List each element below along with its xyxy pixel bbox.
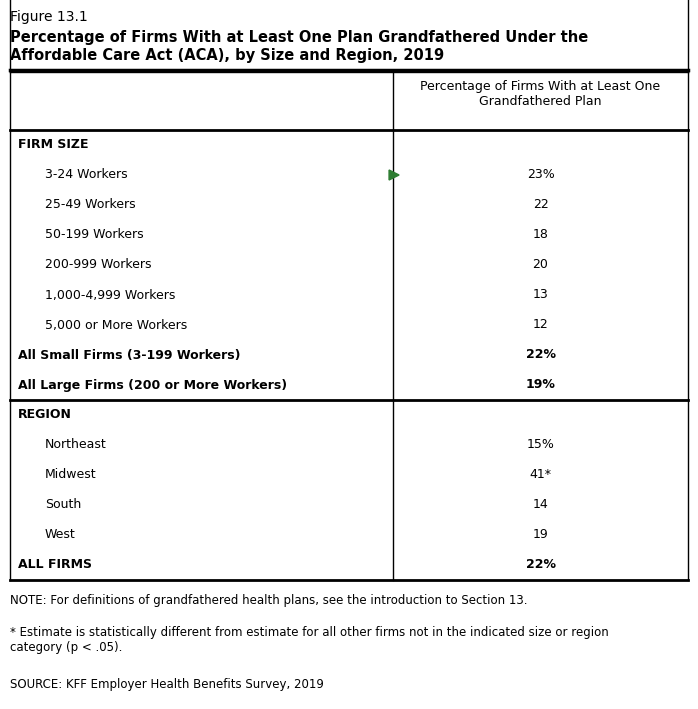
Text: 15%: 15% [526, 438, 554, 452]
Text: * Estimate is statistically different from estimate for all other firms not in t: * Estimate is statistically different fr… [10, 626, 609, 654]
Text: Figure 13.1: Figure 13.1 [10, 10, 88, 24]
Text: South: South [45, 498, 81, 511]
Text: 41*: 41* [530, 469, 551, 481]
Text: Affordable Care Act (ACA), by Size and Region, 2019: Affordable Care Act (ACA), by Size and R… [10, 48, 444, 63]
Text: Northeast: Northeast [45, 438, 107, 452]
Text: Midwest: Midwest [45, 469, 96, 481]
Text: 5,000 or More Workers: 5,000 or More Workers [45, 318, 187, 332]
Text: 23%: 23% [527, 169, 554, 182]
Text: 14: 14 [533, 498, 549, 511]
Text: REGION: REGION [18, 408, 72, 421]
Text: 19%: 19% [526, 379, 556, 391]
Text: 50-199 Workers: 50-199 Workers [45, 228, 144, 242]
Text: Percentage of Firms With at Least One
Grandfathered Plan: Percentage of Firms With at Least One Gr… [420, 80, 660, 108]
Text: 12: 12 [533, 318, 549, 332]
Text: NOTE: For definitions of grandfathered health plans, see the introduction to Sec: NOTE: For definitions of grandfathered h… [10, 594, 528, 607]
Text: 19: 19 [533, 528, 549, 542]
Text: 18: 18 [533, 228, 549, 242]
Text: 3-24 Workers: 3-24 Workers [45, 169, 128, 182]
Text: 22%: 22% [526, 349, 556, 362]
Text: 25-49 Workers: 25-49 Workers [45, 199, 135, 211]
Text: All Small Firms (3-199 Workers): All Small Firms (3-199 Workers) [18, 349, 241, 362]
Text: West: West [45, 528, 76, 542]
Text: 200-999 Workers: 200-999 Workers [45, 259, 151, 272]
Polygon shape [389, 170, 399, 180]
Text: 1,000-4,999 Workers: 1,000-4,999 Workers [45, 289, 175, 301]
Text: SOURCE: KFF Employer Health Benefits Survey, 2019: SOURCE: KFF Employer Health Benefits Sur… [10, 678, 324, 691]
Text: ALL FIRMS: ALL FIRMS [18, 559, 92, 571]
Text: 20: 20 [533, 259, 549, 272]
Text: 22: 22 [533, 199, 549, 211]
Text: 13: 13 [533, 289, 549, 301]
Text: FIRM SIZE: FIRM SIZE [18, 138, 89, 152]
Text: Percentage of Firms With at Least One Plan Grandfathered Under the: Percentage of Firms With at Least One Pl… [10, 30, 588, 45]
Text: 22%: 22% [526, 559, 556, 571]
Text: All Large Firms (200 or More Workers): All Large Firms (200 or More Workers) [18, 379, 287, 391]
